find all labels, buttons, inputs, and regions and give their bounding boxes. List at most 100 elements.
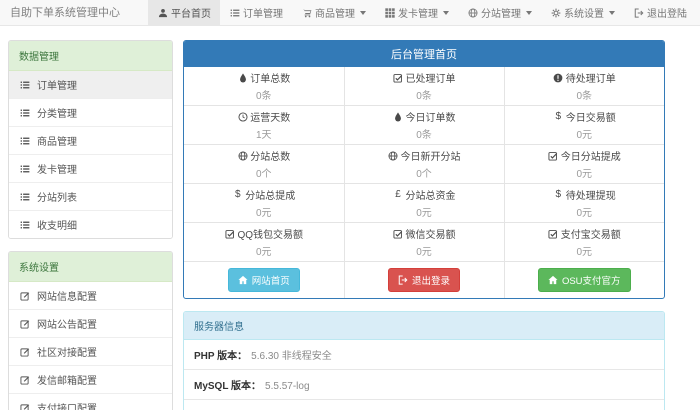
sign-out-icon (398, 275, 409, 286)
stat-cell-substation-total: 分站总数 0个 (184, 144, 345, 184)
caret-down-icon (360, 10, 366, 15)
home-icon (548, 275, 559, 286)
site-home-button[interactable]: 网站首页 (227, 268, 300, 292)
stat-cell-total-funds: £ 分站总资金 0元 (343, 183, 505, 223)
list-icon (19, 79, 30, 90)
sidebar-item-label: 网站信息配置 (37, 292, 97, 303)
stat-value: 0元 (576, 130, 593, 141)
server-info-row-php: PHP 版本： 5.6.30 非线程安全 (184, 340, 664, 370)
edit-icon (19, 346, 30, 357)
server-info-label: MySQL 版本： (194, 381, 262, 392)
edit-icon (19, 290, 30, 301)
check-square-icon (224, 228, 235, 239)
dashboard-title: 后台管理首页 (184, 41, 664, 67)
server-info-label: PHP 版本： (194, 351, 248, 362)
stat-label: 待处理订单 (565, 74, 616, 85)
stat-value: 0元 (255, 208, 272, 219)
server-info-value: 5.6.30 非线程安全 (251, 351, 332, 362)
osu-pay-button[interactable]: OSU支付官方 (537, 268, 631, 292)
stat-cell-wechat-volume: 微信交易额 0元 (343, 222, 505, 262)
sidebar-item-product-mgmt[interactable]: 商品管理 (9, 127, 172, 155)
server-info-row-software: 服务器软件：nginx/1.14.2 (184, 400, 664, 410)
nav-label: 分站管理 (481, 9, 521, 20)
sidebar-item-label: 发卡管理 (37, 165, 77, 176)
server-info-value: 5.5.57-log (265, 381, 310, 392)
dashboard-stats-table: 订单总数 0条 已处理订单 0条 待处理订单 0条 运营天数 1 (184, 67, 664, 298)
button-cell: 网站首页 (184, 261, 345, 298)
nav-item-order-mgmt[interactable]: 订单管理 (220, 0, 292, 25)
sidebar-item-income-expense[interactable]: 收支明细 (9, 211, 172, 238)
dollar-icon: $ (234, 188, 241, 200)
stat-label: 分站总提成 (245, 191, 296, 202)
globe-icon (388, 150, 399, 161)
pound-icon: £ (395, 188, 401, 200)
stat-label: 微信交易额 (405, 230, 456, 241)
home-icon (238, 275, 249, 286)
stat-value: 0元 (255, 247, 272, 258)
sidebar-item-mail-config[interactable]: 发信邮箱配置 (9, 366, 172, 394)
button-label: OSU支付官方 (561, 276, 621, 287)
list-icon (19, 163, 30, 174)
stat-cell-total-commission: $ 分站总提成 0元 (184, 183, 345, 223)
stat-label: 今日交易额 (565, 113, 616, 124)
stat-label: 订单总数 (250, 74, 291, 85)
nav-label: 退出登陆 (647, 9, 687, 20)
sidebar-item-community-config[interactable]: 社区对接配置 (9, 338, 172, 366)
check-square-icon (393, 72, 404, 83)
stat-label: 分站总数 (250, 152, 291, 163)
sidebar: 数据管理 订单管理 分类管理 商品管理 发卡管理 分站列表 (8, 40, 173, 410)
sidebar-item-order-mgmt[interactable]: 订单管理 (9, 71, 172, 99)
button-label: 网站首页 (251, 276, 290, 287)
dollar-icon: $ (555, 188, 562, 200)
nav-label: 发卡管理 (398, 9, 438, 20)
caret-down-icon (609, 10, 615, 15)
stat-value: 0个 (255, 169, 272, 180)
stat-cell-alipay-volume: 支付宝交易额 0元 (503, 222, 664, 262)
nav-label: 订单管理 (243, 9, 283, 20)
sign-out-icon (633, 7, 644, 18)
server-info-row-mysql: MySQL 版本： 5.5.57-log (184, 370, 664, 400)
nav-label: 系统设置 (564, 9, 604, 20)
brand-title: 自助下单系统管理中心 (10, 7, 120, 19)
nav-menu: 平台首页 订单管理 商品管理 发卡管理 分站管理 系统设置 退出登陆 (148, 0, 696, 25)
stat-value: 0条 (416, 130, 432, 141)
sidebar-item-label: 分站列表 (37, 193, 77, 204)
stat-cell-today-volume: $ 今日交易额 0元 (503, 105, 664, 145)
stat-label: 已处理订单 (405, 74, 456, 85)
sidebar-item-label: 支付接口配置 (37, 404, 97, 410)
sidebar-item-substation-list[interactable]: 分站列表 (9, 183, 172, 211)
logout-button[interactable]: 退出登录 (387, 268, 460, 292)
stat-value: 0个 (416, 169, 432, 180)
stat-cell-total-orders: 订单总数 0条 (184, 67, 345, 106)
sidebar-item-site-notice-config[interactable]: 网站公告配置 (9, 310, 172, 338)
sidebar-item-site-info-config[interactable]: 网站信息配置 (9, 282, 172, 310)
stat-label: 今日订单数 (405, 113, 456, 124)
sidebar-panel-title: 数据管理 (9, 41, 172, 71)
nav-item-product-mgmt[interactable]: 商品管理 (292, 0, 375, 25)
button-cell: 退出登录 (343, 261, 505, 298)
sidebar-item-label: 分类管理 (37, 109, 77, 120)
nav-item-logout[interactable]: 退出登陆 (624, 0, 696, 25)
stat-value: 0元 (416, 247, 432, 258)
nav-label: 平台首页 (171, 9, 211, 20)
sidebar-item-card-mgmt[interactable]: 发卡管理 (9, 155, 172, 183)
server-info-title: 服务器信息 (184, 312, 664, 340)
stat-cell-today-orders: 今日订单数 0条 (343, 105, 505, 145)
list-icon (19, 135, 30, 146)
sidebar-item-payment-config[interactable]: 支付接口配置 (9, 394, 172, 410)
stat-label: 今日新开分站 (400, 152, 461, 163)
stat-value: 0条 (576, 91, 593, 102)
button-label: 退出登录 (411, 276, 450, 287)
sidebar-panel-title: 系统设置 (9, 252, 172, 282)
stat-value: 0条 (255, 91, 272, 102)
stat-cell-pending-orders: 待处理订单 0条 (503, 67, 664, 106)
list-icon (229, 7, 240, 18)
sidebar-item-category-mgmt[interactable]: 分类管理 (9, 99, 172, 127)
nav-item-platform-home[interactable]: 平台首页 (148, 0, 220, 25)
nav-item-substation-mgmt[interactable]: 分站管理 (458, 0, 541, 25)
nav-item-card-mgmt[interactable]: 发卡管理 (375, 0, 458, 25)
stat-cell-days-running: 运营天数 1天 (184, 105, 345, 145)
dollar-icon: $ (555, 110, 562, 122)
nav-item-system-settings[interactable]: 系统设置 (541, 0, 624, 25)
stat-label: 今日分站提成 (560, 152, 621, 163)
